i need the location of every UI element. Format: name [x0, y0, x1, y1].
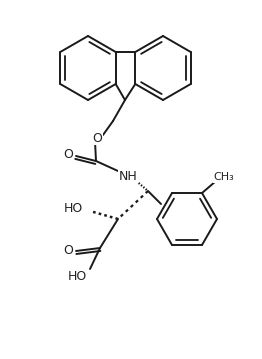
Text: O: O [92, 131, 102, 145]
Text: NH: NH [119, 169, 137, 182]
Text: O: O [63, 244, 73, 257]
Text: HO: HO [63, 202, 83, 215]
Text: HO: HO [67, 270, 87, 284]
Text: O: O [63, 149, 73, 162]
Text: CH₃: CH₃ [214, 172, 234, 182]
